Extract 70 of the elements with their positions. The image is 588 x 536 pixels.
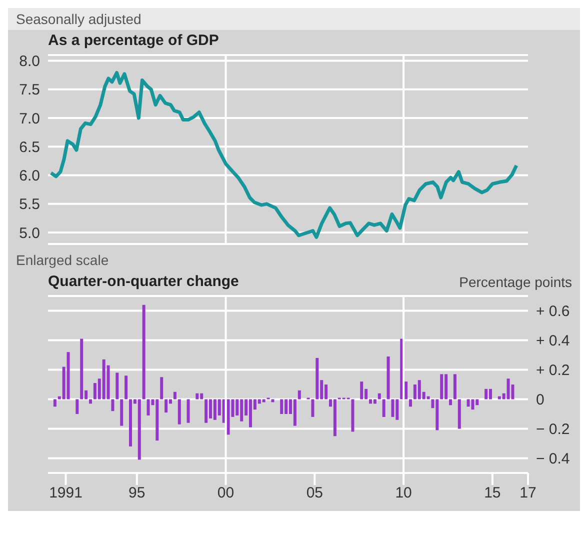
bar <box>471 399 474 410</box>
bar <box>142 304 146 400</box>
x-tick-label: 05 <box>306 484 324 502</box>
bar <box>226 399 230 435</box>
y-tick-label: 7.5 <box>19 82 40 99</box>
bar <box>186 399 190 423</box>
line-series <box>49 71 518 239</box>
y2-tick-label: + 0.4 <box>536 332 570 350</box>
bar <box>458 399 461 429</box>
bar <box>116 372 119 400</box>
y2-tick-label: + 0.6 <box>536 303 570 320</box>
bar <box>440 374 444 400</box>
bar <box>382 399 386 417</box>
bar <box>449 399 452 406</box>
chart-title: As a percentage of GDP <box>48 32 219 49</box>
x-tick-label: 10 <box>395 484 412 502</box>
bar <box>506 378 510 400</box>
bar <box>160 377 164 400</box>
x-tick-label: 1991 <box>49 484 82 502</box>
y2-tick-label: 0 <box>536 392 544 409</box>
text: Enlarged scale <box>15 251 110 270</box>
bar <box>351 399 354 432</box>
bar <box>124 376 128 400</box>
bar <box>409 399 412 407</box>
bar <box>204 399 208 423</box>
bar <box>466 399 470 407</box>
bar <box>404 382 408 400</box>
x-tick-label: 95 <box>128 484 146 502</box>
bar <box>111 399 114 412</box>
y-tick-label: 5.5 <box>19 196 40 214</box>
bar <box>426 396 430 400</box>
bar <box>66 352 70 400</box>
bar <box>164 399 168 413</box>
bar <box>76 399 79 414</box>
bar <box>360 382 364 400</box>
y2-axis-title: Percentage points <box>459 274 572 290</box>
bar <box>80 338 84 400</box>
bar <box>196 393 199 400</box>
x-tick-label: 17 <box>520 484 536 502</box>
bar <box>138 399 141 460</box>
bar <box>293 399 296 426</box>
chart-title: Quarter-on-quarter change <box>48 273 239 290</box>
bar <box>178 399 181 424</box>
y2-tick-label: − 0.2 <box>536 421 570 438</box>
y-tick-label: 6.5 <box>19 138 40 156</box>
bar <box>89 399 92 404</box>
bar <box>120 399 124 426</box>
bar <box>386 356 390 400</box>
bar <box>373 399 376 404</box>
y-tick-label: 5.0 <box>19 224 40 242</box>
text: Seasonally adjusted <box>8 8 580 30</box>
bar <box>173 392 176 400</box>
bar <box>146 399 150 416</box>
y-tick-label: 7.0 <box>19 110 40 128</box>
bar <box>378 393 381 400</box>
y-tick-label: 6.0 <box>19 168 40 185</box>
x-tick-label: 15 <box>484 484 501 502</box>
y2-tick-label: − 0.4 <box>536 450 570 468</box>
y2-tick-label: + 0.2 <box>536 362 570 380</box>
bar <box>280 399 284 414</box>
bar <box>391 399 394 417</box>
bar <box>333 399 336 436</box>
bar <box>298 390 301 400</box>
bar <box>316 358 319 400</box>
bar <box>484 388 488 400</box>
y-tick-label: 8.0 <box>19 53 40 70</box>
bar <box>453 374 456 400</box>
bar <box>311 399 314 417</box>
x-tick-label: 00 <box>217 484 234 502</box>
bar <box>53 399 56 407</box>
